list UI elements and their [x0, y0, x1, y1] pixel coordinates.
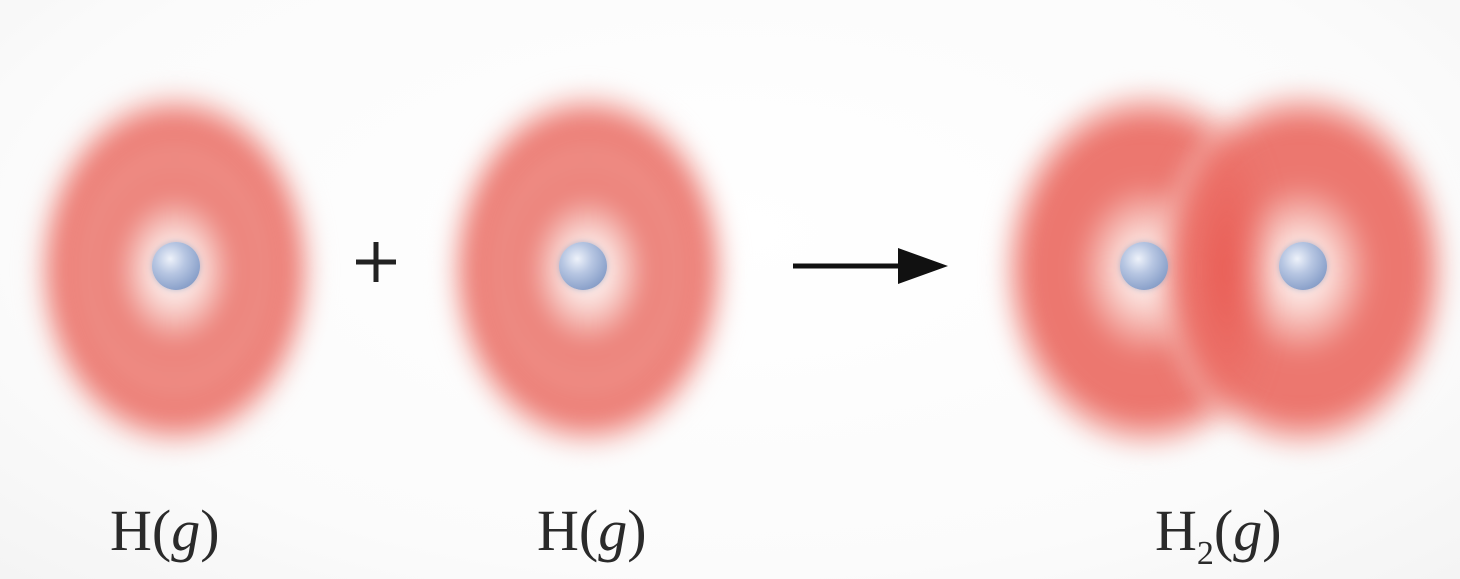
nucleus-atom-2 [559, 242, 607, 290]
plus-icon [356, 242, 396, 282]
reactant-label-1: H(g) [110, 498, 220, 563]
phase-symbol: g [1233, 498, 1263, 563]
right-arrow-icon [793, 248, 948, 284]
subscript: 2 [1196, 535, 1214, 572]
phase-symbol: g [598, 498, 628, 563]
nucleus-molecule-left [1120, 242, 1168, 290]
element-symbol: H [537, 498, 579, 563]
reactant-label-2: H(g) [537, 498, 647, 563]
bonding-electron-density [1182, 120, 1272, 420]
phase-symbol: g [171, 498, 201, 563]
element-symbol: H [110, 498, 152, 563]
element-symbol: H [1155, 498, 1197, 563]
product-label: H2(g) [1155, 498, 1282, 572]
nucleus-atom-1 [152, 242, 200, 290]
reaction-arrow [793, 246, 948, 286]
nucleus-molecule-right [1279, 242, 1327, 290]
plus-sign [352, 238, 400, 286]
